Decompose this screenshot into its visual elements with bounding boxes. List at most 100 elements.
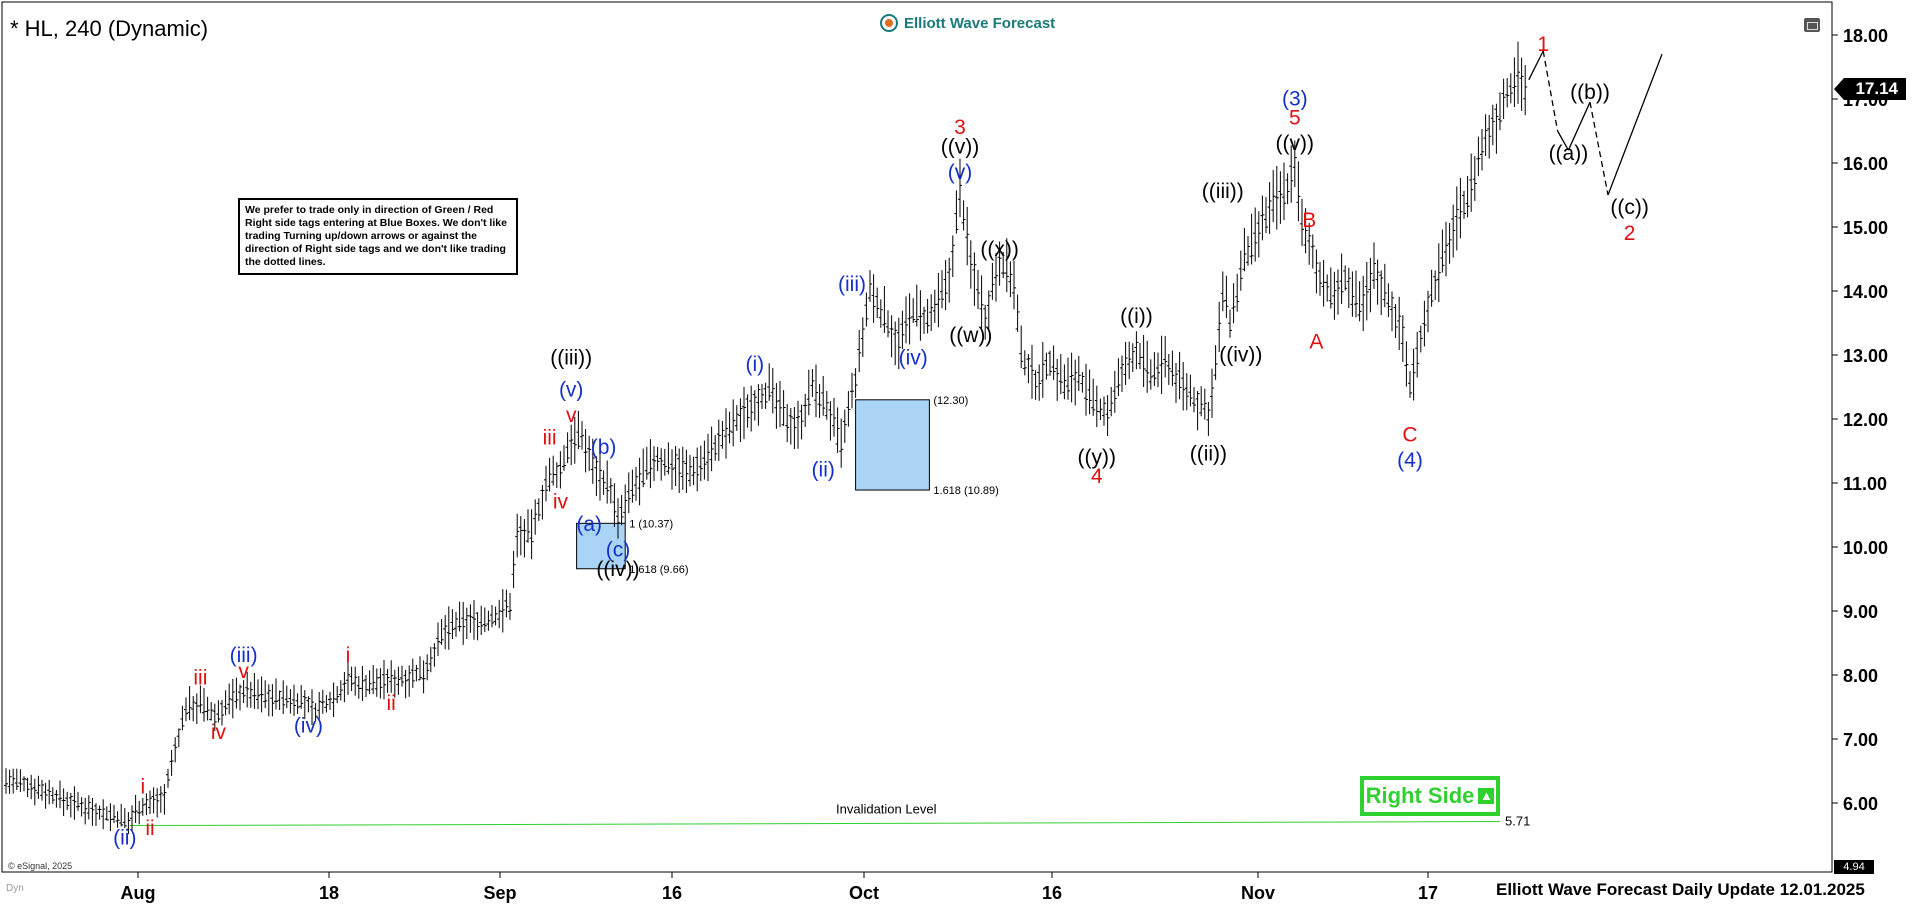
wave-label: ii (387, 692, 396, 715)
wave-label: (i) (745, 353, 764, 376)
invalidation-line: Invalidation Level 5.71 (129, 802, 1530, 829)
copyright-text: © eSignal, 2025 (8, 861, 73, 871)
wave-label: ((iv)) (596, 558, 639, 581)
y-tick-label: 15.00 (1843, 218, 1888, 238)
blue-box-wave-4 (855, 399, 930, 491)
arrow-up-icon: ▲ (1478, 788, 1495, 804)
y-tick-label: 7.00 (1843, 730, 1878, 750)
last-price-tag: 17.14 (1834, 78, 1906, 100)
wave-label: ((x)) (980, 238, 1018, 261)
wave-label: i (140, 775, 145, 798)
projection-segment (1567, 101, 1591, 151)
wave-label: ((ii)) (1190, 443, 1227, 466)
y-tick-label: 10.00 (1843, 538, 1888, 558)
invalidation-level-label: Invalidation Level (836, 802, 937, 817)
dyn-label: Dyn (6, 883, 24, 894)
wave-label: (a) (576, 513, 602, 536)
wave-label: (c) (606, 539, 631, 562)
wave-label: (4) (1397, 449, 1423, 472)
blue-box-wave-iv-label-bottom: 1.618 (9.66) (629, 564, 688, 576)
wave-label: (iii) (838, 273, 866, 296)
wave-label: v (566, 404, 577, 427)
brand-logo: Elliott Wave Forecast (880, 14, 1055, 32)
wave-label: ((i)) (1120, 305, 1153, 328)
wave-label: 2 (1624, 222, 1636, 245)
projection-segment (1607, 53, 1663, 196)
wave-label: ((c)) (1610, 196, 1648, 219)
wave-label: (b) (591, 436, 617, 459)
wave-label: (iv) (294, 715, 323, 738)
x-tick-label: 18 (319, 883, 339, 903)
x-axis-ticks: Aug 18 Sep 16 Oct 16 Nov 17 (121, 872, 1438, 903)
wave-label: ((v)) (1276, 132, 1314, 155)
wave-label: ((v)) (941, 135, 979, 158)
wave-label: 1 (1537, 33, 1549, 56)
chart-title: * HL, 240 (Dynamic) (10, 16, 209, 41)
y-tick-label: 18.00 (1843, 26, 1888, 46)
wave-label: B (1302, 209, 1316, 232)
wave-label: ii (145, 817, 154, 840)
wave-label: (v) (559, 379, 584, 402)
wave-label: ((y)) (1078, 446, 1116, 469)
wave-label: ((iv)) (1219, 343, 1262, 366)
wave-label: v (238, 660, 249, 683)
wave-label: (3) (1282, 87, 1308, 110)
invalidation-level-value: 5.71 (1505, 814, 1530, 829)
window-restore-icon[interactable] (1804, 18, 1820, 32)
x-tick-label: Nov (1241, 883, 1275, 903)
wave-label: (iv) (899, 347, 928, 370)
y-tick-label: 12.00 (1843, 410, 1888, 430)
y-tick-label: 9.00 (1843, 602, 1878, 622)
blue-box-wave-4-label-bottom: 1.618 (10.89) (933, 485, 998, 497)
wave-label: (ii) (113, 827, 136, 850)
ohlc-bars (4, 41, 1528, 835)
wave-label: (iii) (230, 644, 258, 667)
x-tick-label: Oct (849, 883, 879, 903)
wave-label: iv (211, 721, 227, 744)
wave-label: (v) (948, 161, 973, 184)
y-tick-label: 8.00 (1843, 666, 1878, 686)
wave-label: ((w)) (949, 324, 992, 347)
x-tick-label: 16 (662, 883, 682, 903)
x-tick-label: 17 (1418, 883, 1438, 903)
blue-box-wave-iv-label-top: 1 (10.37) (629, 518, 673, 530)
right-side-tag: Right Side ▲ (1360, 776, 1500, 816)
projection-segment (1589, 102, 1609, 196)
target-boxes: 1 (10.37) 1.618 (9.66) (12.30) 1.618 (10.89… (576, 395, 999, 576)
invalidation-level-line (129, 821, 1501, 827)
wave-label: ((iii)) (1202, 180, 1244, 203)
x-tick-label: Aug (121, 883, 156, 903)
projection-segment (1542, 50, 1559, 132)
y-tick-label: 11.00 (1843, 474, 1887, 494)
min-price-tag: 4.94 (1834, 860, 1874, 874)
projection-path (1528, 50, 1663, 196)
wave-label: ((b)) (1570, 81, 1610, 104)
wave-labels: (ii)iiiiiiivv(iii)(iv)iiiiiiivv(v)((iii)… (113, 33, 1649, 850)
wave-label: ((a)) (1549, 142, 1589, 165)
footer-caption: Elliott Wave Forecast Daily Update 12.01… (1496, 880, 1865, 899)
y-tick-label: 13.00 (1843, 346, 1888, 366)
blue-box-wave-iv (576, 522, 626, 570)
y-tick-label: 16.00 (1843, 154, 1888, 174)
wave-label: i (346, 644, 351, 667)
trading-notice: We prefer to trade only in direction of … (238, 198, 518, 275)
x-tick-label: Sep (483, 883, 516, 903)
wave-label: ((iii)) (550, 347, 592, 370)
wave-label: 4 (1091, 465, 1103, 488)
wave-label: 3 (954, 116, 966, 139)
wave-label: 5 (1289, 107, 1301, 130)
wave-label: iv (553, 491, 569, 514)
right-side-label: Right Side (1365, 783, 1475, 808)
x-tick-label: 16 (1042, 883, 1062, 903)
blue-box-wave-4-label-top: (12.30) (933, 395, 968, 407)
projection-segment (1528, 50, 1544, 81)
wave-label: A (1309, 331, 1323, 354)
logo-icon (880, 14, 898, 32)
wave-label: (ii) (812, 459, 835, 482)
y-tick-label: 6.00 (1843, 794, 1878, 814)
brand-name: Elliott Wave Forecast (904, 14, 1056, 32)
y-axis-ticks: 18.0017.0016.0015.0014.0013.0012.0011.00… (1832, 26, 1888, 814)
wave-label: iii (543, 427, 557, 450)
wave-label: iii (193, 667, 207, 690)
